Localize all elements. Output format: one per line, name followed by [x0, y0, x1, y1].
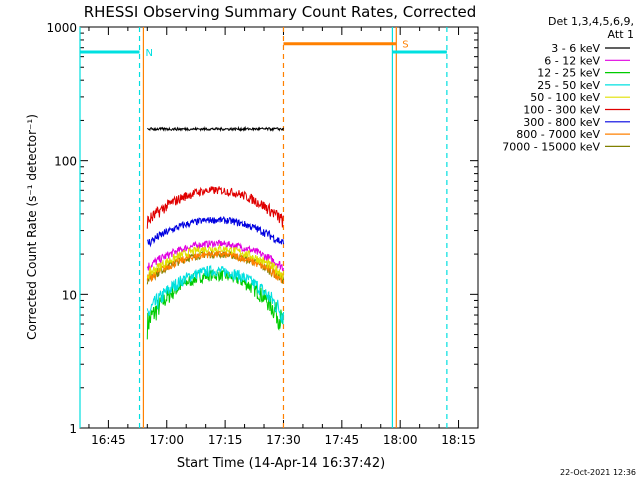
x-tick-label: 18:00	[383, 433, 418, 447]
x-tick-label: 18:15	[441, 433, 476, 447]
chart-title: RHESSI Observing Summary Count Rates, Co…	[84, 3, 477, 21]
y-tick-label: 10	[62, 288, 77, 302]
legend-header-line-2: Att 1	[608, 28, 634, 41]
series-line-300-800keV	[146, 215, 284, 248]
legend-entry-label: 7000 - 15000 keV	[502, 140, 600, 153]
y-tick-label: 1000	[46, 21, 77, 35]
x-tick-label: 17:45	[325, 433, 360, 447]
flag-s-label: S	[402, 40, 408, 51]
legend-entry-label: 100 - 300 keV	[523, 104, 600, 117]
series-line-12-25keV	[146, 269, 284, 340]
legend-entry-label: 50 - 100 keV	[530, 91, 600, 104]
legend-entry-label: 25 - 50 keV	[537, 79, 600, 92]
x-axis-label: Start Time (14-Apr-14 16:37:42)	[177, 456, 385, 471]
legend-entry-label: 300 - 800 keV	[523, 116, 600, 129]
flag-n-label: N	[146, 48, 153, 59]
series-line-25-50keV	[146, 264, 284, 325]
series-line-800-7000keV	[146, 250, 284, 284]
series-line-100-300keV	[146, 186, 284, 229]
y-tick-label: 1	[69, 422, 77, 436]
legend-entry-label: 6 - 12 keV	[544, 54, 600, 67]
footer-date: 22-Oct-2021 12:36	[560, 468, 636, 477]
plot-area: 1 10 100 1000 16:45 17:00 17:15 17:30 17:45 18:00…	[46, 21, 479, 447]
x-tick-label: 16:45	[91, 433, 126, 447]
y-axis-label: Corrected Count Rate (s⁻¹ detector⁻¹)	[25, 114, 39, 340]
x-tick-label: 17:30	[266, 433, 301, 447]
x-tick-label: 17:15	[208, 433, 243, 447]
legend-entry-label: 800 - 7000 keV	[516, 128, 600, 141]
legend-entry-label: 3 - 6 keV	[551, 42, 600, 55]
series-line-50-100keV	[146, 243, 284, 280]
x-tick-label: 17:00	[149, 433, 184, 447]
legend-header-line-1: Det 1,3,4,5,6,9,	[548, 15, 634, 28]
series-line-6-12keV	[146, 239, 284, 272]
legend-entry-label: 12 - 25 keV	[537, 67, 600, 80]
series-line-3-6keV	[147, 125, 284, 133]
y-tick-label: 100	[54, 155, 77, 169]
